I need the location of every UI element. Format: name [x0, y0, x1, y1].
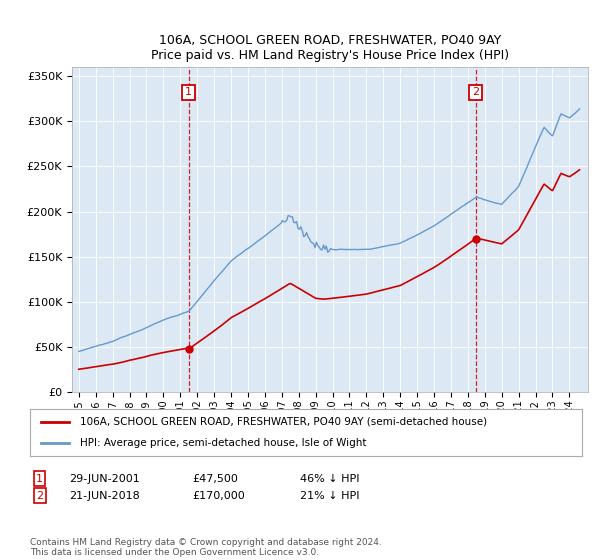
Text: 29-JUN-2001: 29-JUN-2001: [69, 474, 140, 484]
Text: 21% ↓ HPI: 21% ↓ HPI: [300, 491, 359, 501]
Text: Contains HM Land Registry data © Crown copyright and database right 2024.
This d: Contains HM Land Registry data © Crown c…: [30, 538, 382, 557]
Text: 1: 1: [185, 87, 192, 97]
Text: 21-JUN-2018: 21-JUN-2018: [69, 491, 140, 501]
Text: 106A, SCHOOL GREEN ROAD, FRESHWATER, PO40 9AY (semi-detached house): 106A, SCHOOL GREEN ROAD, FRESHWATER, PO4…: [80, 417, 487, 427]
Text: 2: 2: [472, 87, 479, 97]
Text: £170,000: £170,000: [192, 491, 245, 501]
Text: £47,500: £47,500: [192, 474, 238, 484]
Title: 106A, SCHOOL GREEN ROAD, FRESHWATER, PO40 9AY
Price paid vs. HM Land Registry's : 106A, SCHOOL GREEN ROAD, FRESHWATER, PO4…: [151, 34, 509, 62]
Text: HPI: Average price, semi-detached house, Isle of Wight: HPI: Average price, semi-detached house,…: [80, 438, 366, 448]
Text: 2: 2: [36, 491, 43, 501]
Text: 46% ↓ HPI: 46% ↓ HPI: [300, 474, 359, 484]
Text: 1: 1: [36, 474, 43, 484]
